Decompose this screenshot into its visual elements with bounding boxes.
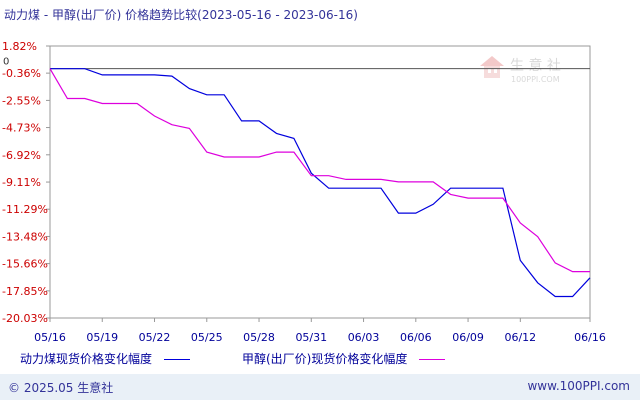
chart-axes [49,45,591,319]
x-tick-label: 05/28 [243,331,275,344]
x-tick-label: 06/16 [574,331,606,344]
x-tick-label: 05/31 [295,331,327,344]
series-lines [49,68,591,298]
y-tick-label: -2.55% [2,94,41,107]
legend-series-2-swatch [419,359,446,360]
y-tick-label: -13.48% [2,230,48,243]
legend-series-1-swatch [164,359,191,360]
y-tick-label: -4.73% [2,122,41,135]
x-tick-label: 05/19 [86,331,118,344]
x-axis-ticks: 05/16 05/19 05/22 05/25 05/28 05/31 06/03 06/06… [34,318,606,344]
house-logo-icon [480,56,504,78]
x-tick-label: 06/09 [452,331,484,344]
x-tick-label: 06/03 [348,331,380,344]
footer-bar: © 2025.05 生意社 www.100PPI.com [0,374,640,400]
watermark-url: 100PPI.COM [511,75,560,84]
x-tick-label: 05/16 [34,331,66,344]
y-tick-label: -20.03% [2,312,48,325]
y-tick-label: -9.11% [2,176,41,189]
x-tick-label: 06/12 [504,331,536,344]
y-axis-ticks: 1.82% -0.36% -2.55% -4.73% -6.92% -9.11% -11.2… [2,40,50,325]
x-tick-label: 06/06 [400,331,432,344]
x-tick-label: 05/22 [139,331,171,344]
watermark-brand: 生 意 社 [510,57,561,74]
series-line-2 [49,68,590,273]
y-tick-label: -17.85% [2,285,48,298]
footer-copyright: © 2025.05 生意社 [8,381,114,395]
y-tick-label: -6.92% [2,149,41,162]
y-tick-label: 1.82% [2,40,37,53]
legend-series-2-label: 甲醇(出厂价)现货价格变化幅度 [242,352,408,366]
legend-series-1-label: 动力煤现货价格变化幅度 [20,352,153,366]
y-tick-label: -15.66% [2,258,48,271]
chart-title: 动力煤 - 甲醇(出厂价) 价格趋势比较(2023-05-16 - 2023-0… [4,8,358,22]
x-tick-label: 05/25 [191,331,223,344]
legend-series-1: 动力煤现货价格变化幅度 [20,350,191,367]
legend-series-2: 甲醇(出厂价)现货价格变化幅度 [242,350,446,367]
footer-site-link[interactable]: www.100PPI.com [527,379,630,393]
plot-frame [49,45,591,319]
y-tick-label: -0.36% [2,67,41,80]
series-line-1 [50,68,591,298]
y-tick-label: -11.29% [2,203,48,216]
watermark-logo: 生 意 社 100PPI.COM [480,56,561,84]
zero-label: 0 [3,57,9,68]
